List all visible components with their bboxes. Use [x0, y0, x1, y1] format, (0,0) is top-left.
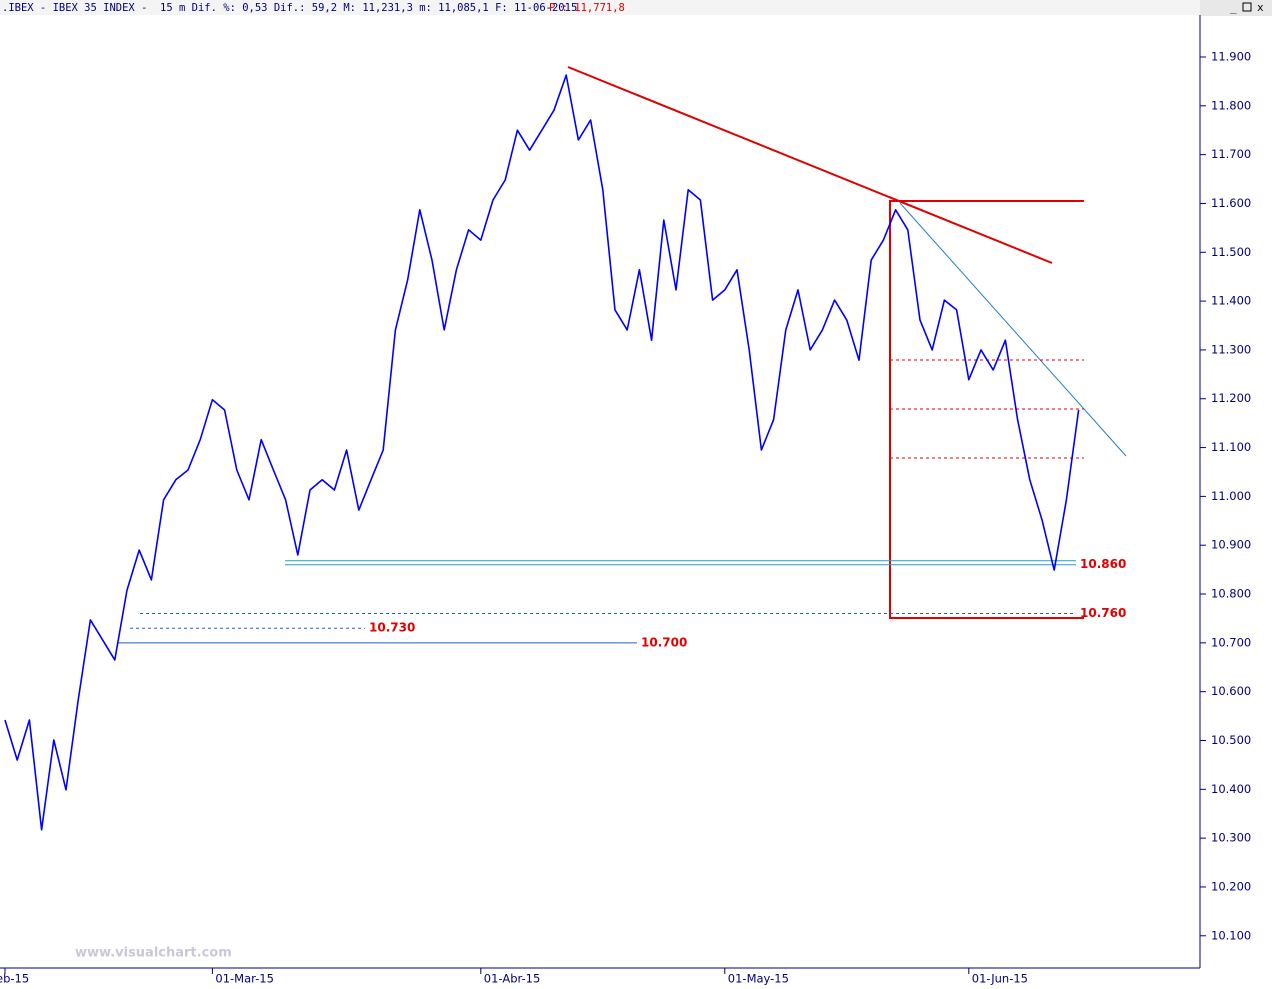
x-tick-label: 01-May-15	[728, 972, 789, 986]
y-tick-label: 10.600	[1211, 684, 1251, 698]
header-bar	[0, 0, 1200, 15]
trend-line	[899, 202, 1127, 457]
y-tick-label: 11.900	[1211, 49, 1251, 63]
y-tick-label: 11.300	[1211, 342, 1251, 356]
x-tick-label: eb-15	[0, 972, 29, 986]
y-tick-label: 11.500	[1211, 245, 1251, 259]
y-tick-label: 11.100	[1211, 440, 1251, 454]
close-button[interactable]: x	[1257, 1, 1264, 14]
y-tick-label: 11.400	[1211, 294, 1251, 308]
y-tick-label: 11.000	[1211, 489, 1251, 503]
header-info: .IBEX - IBEX 35 INDEX - 15 m Dif. %: 0,5…	[2, 2, 577, 14]
y-tick-label: 10.500	[1211, 733, 1251, 747]
level-label: 10.860	[1080, 557, 1126, 571]
y-tick-label: 11.200	[1211, 391, 1251, 405]
minimize-button[interactable]: _	[1230, 1, 1237, 14]
x-tick-label: 01-Jun-15	[972, 972, 1028, 986]
watermark: www.visualchart.com	[75, 946, 232, 961]
level-label: 10.760	[1080, 606, 1126, 620]
y-tick-label: 11.700	[1211, 147, 1251, 161]
y-tick-label: 10.300	[1211, 831, 1251, 845]
x-tick-label: 01-Abr-15	[484, 972, 540, 986]
y-tick-label: 10.400	[1211, 782, 1251, 796]
maximize-button[interactable]	[1242, 2, 1252, 12]
level-label: 10.730	[369, 621, 415, 635]
level-label: 10.700	[641, 635, 687, 649]
y-tick-label: 10.900	[1211, 538, 1251, 552]
y-tick-label: 11.600	[1211, 196, 1251, 210]
y-tick-label: 10.800	[1211, 587, 1251, 601]
y-tick-label: 11.800	[1211, 98, 1251, 112]
window-controls	[1200, 0, 1272, 16]
x-tick-label: 01-Mar-15	[215, 972, 274, 986]
price-line	[4, 74, 1080, 831]
y-tick-label: 10.200	[1211, 879, 1251, 893]
trend-line	[567, 66, 1053, 264]
header-price: P : 11,771,8	[549, 2, 625, 14]
y-tick-label: 10.100	[1211, 928, 1251, 942]
y-tick-label: 10.700	[1211, 635, 1251, 649]
